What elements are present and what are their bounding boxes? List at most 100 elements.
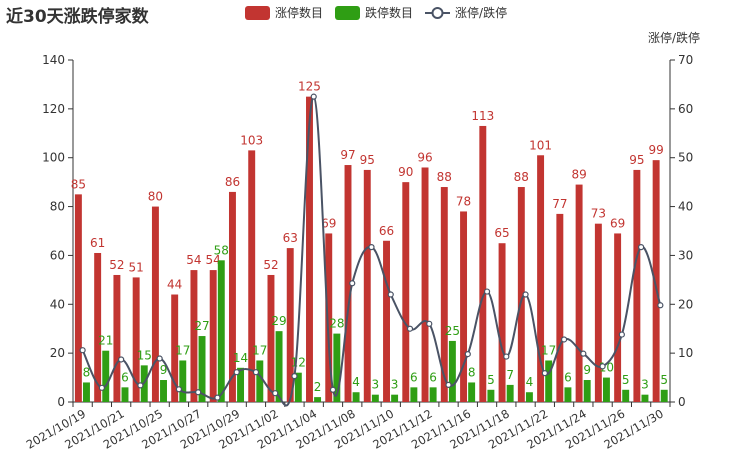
bar-limit-down — [256, 360, 264, 402]
bar-limit-down-label: 8 — [468, 365, 476, 379]
ratio-point — [118, 356, 125, 363]
bar-limit-up — [209, 270, 217, 402]
bar-limit-down-label: 5 — [487, 373, 495, 387]
bar-limit-up-label: 77 — [552, 197, 567, 211]
bar-limit-up — [171, 294, 179, 402]
bar-limit-up-label: 86 — [225, 175, 240, 189]
bar-limit-down — [564, 387, 572, 402]
bar-limit-up — [228, 191, 236, 402]
legend-label-limit-down: 跌停数目 — [365, 6, 414, 20]
y-right-tick-label: 20 — [678, 297, 693, 311]
bar-limit-down — [121, 387, 129, 402]
bar-limit-up — [151, 206, 159, 402]
legend-item-limit-down[interactable]: 跌停数目 — [335, 4, 413, 21]
bar-limit-up — [498, 243, 506, 402]
y-left-tick-label: 140 — [42, 53, 65, 67]
bar-limit-up-label: 88 — [514, 170, 529, 184]
y-left-tick-label: 60 — [50, 248, 65, 262]
bar-limit-up — [594, 223, 602, 402]
bar-limit-up-label: 80 — [148, 190, 163, 204]
legend-label-limit-up: 涨停数目 — [275, 6, 324, 20]
bar-limit-down-label: 5 — [660, 373, 668, 387]
bar-limit-down — [275, 331, 283, 402]
bar-limit-up — [190, 270, 198, 402]
ratio-point — [464, 351, 471, 358]
bar-limit-up — [537, 155, 545, 402]
ratio-point — [522, 291, 529, 298]
bar-limit-down-label: 3 — [391, 378, 399, 392]
bar-limit-down-label: 21 — [98, 334, 113, 348]
ratio-point — [310, 93, 317, 100]
legend-swatch-limit-up — [245, 5, 270, 20]
bar-limit-down-label: 28 — [329, 317, 344, 331]
legend-item-ratio[interactable]: 涨停/跌停 — [425, 4, 507, 21]
bar-limit-down-label: 17 — [252, 343, 267, 357]
y-right-tick-label: 70 — [678, 53, 693, 67]
bar-limit-up-label: 125 — [298, 80, 321, 94]
legend-line-ratio-icon — [425, 6, 451, 19]
bar-limit-up — [479, 125, 487, 402]
bar-limit-up — [74, 194, 82, 402]
bar-limit-down — [410, 387, 418, 402]
bar-limit-down — [83, 382, 90, 402]
bar-limit-down-label: 17 — [541, 343, 556, 357]
ratio-point — [214, 394, 221, 401]
bar-limit-down-label: 6 — [121, 370, 129, 384]
bar-limit-down — [198, 336, 206, 402]
bar-limit-up — [132, 277, 140, 402]
bar-limit-down — [506, 384, 514, 402]
ratio-point — [252, 369, 260, 376]
y-right-axis-label: 涨停/跌停 — [648, 30, 700, 45]
bar-limit-down — [294, 372, 302, 402]
legend: 涨停数目 跌停数目 涨停/跌停 — [245, 4, 519, 21]
ratio-point — [233, 369, 240, 376]
ratio-point — [175, 386, 183, 393]
bar-limit-down — [487, 389, 495, 402]
y-right-tick-label: 0 — [678, 395, 686, 409]
y-right-tick-label: 10 — [678, 346, 693, 360]
bar-limit-down-label: 12 — [291, 356, 306, 370]
bar-limit-down-label: 58 — [214, 243, 229, 257]
bar-limit-up — [344, 165, 352, 402]
bar-limit-down — [333, 333, 341, 402]
bar-limit-up-label: 69 — [321, 216, 336, 230]
bar-limit-up-label: 95 — [360, 153, 375, 167]
y-left-tick-label: 120 — [42, 102, 65, 116]
bar-limit-down-label: 6 — [429, 370, 437, 384]
bar-limit-up — [460, 211, 468, 402]
bar-limit-up — [325, 233, 333, 402]
ratio-point — [387, 291, 394, 298]
bar-limit-down — [352, 392, 360, 402]
bar-limit-down-label: 17 — [175, 343, 190, 357]
bar-limit-up — [402, 182, 410, 402]
bar-limit-up — [113, 274, 121, 402]
bar-limit-down-label: 15 — [137, 348, 152, 362]
bar-limit-up — [363, 169, 371, 402]
bar-limit-up — [383, 240, 390, 402]
bar-limit-up-label: 44 — [167, 278, 182, 292]
bar-limit-up-label: 69 — [610, 216, 625, 230]
bar-limit-up — [306, 96, 313, 403]
bar-limit-up — [556, 213, 564, 402]
bar-limit-up-label: 89 — [571, 168, 586, 182]
legend-label-ratio: 涨停/跌停 — [455, 6, 508, 20]
bar-limit-down — [583, 380, 591, 402]
bar-limit-up — [575, 184, 583, 402]
bar-limit-up-label: 103 — [240, 133, 263, 147]
bar-limit-down-label: 25 — [445, 324, 460, 338]
bar-limit-up-label: 52 — [263, 258, 278, 272]
bar-limit-up-label: 52 — [109, 258, 124, 272]
y-left-tick-label: 0 — [57, 395, 65, 409]
bar-limit-down — [160, 380, 167, 402]
ratio-point — [156, 355, 163, 362]
ratio-point — [426, 320, 433, 327]
ratio-point — [79, 347, 86, 354]
y-right-tick-label: 50 — [678, 151, 693, 165]
bar-limit-up-label: 99 — [648, 143, 663, 157]
legend-item-limit-up[interactable]: 涨停数目 — [245, 4, 323, 21]
bar-limit-down-label: 4 — [352, 375, 360, 389]
ratio-point — [560, 336, 568, 343]
bar-limit-up — [248, 150, 256, 402]
bar-limit-down — [179, 360, 187, 402]
y-left-tick-label: 20 — [50, 346, 65, 360]
